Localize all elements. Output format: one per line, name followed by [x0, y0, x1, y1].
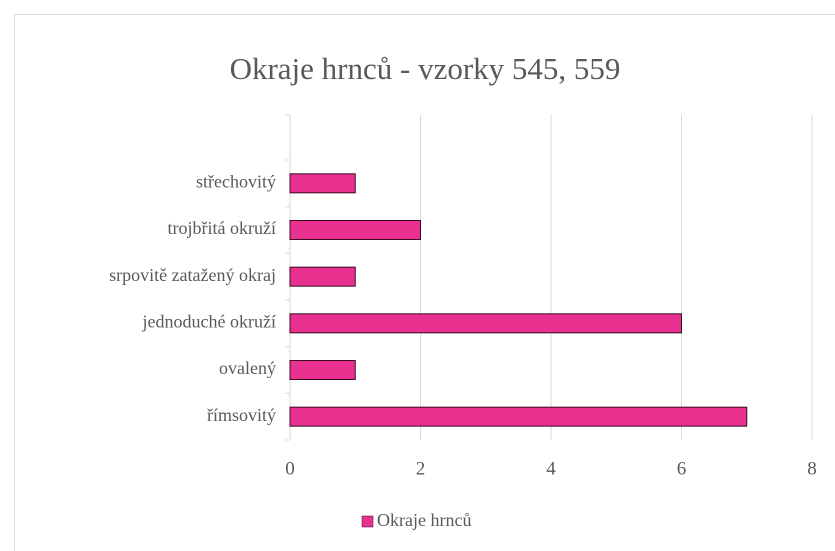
legend-label: Okraje hrnců — [377, 510, 471, 530]
y-tick-label: srpovitě zatažený okraj — [109, 265, 276, 285]
bar — [289, 313, 682, 334]
bar — [289, 266, 356, 287]
chart-title: Okraje hrnců - vzorky 545, 559 — [230, 51, 621, 86]
y-tick-label: střechovitý — [196, 171, 276, 191]
y-tick-label: římsovitý — [207, 405, 276, 425]
bar — [289, 360, 356, 380]
x-tick-label: 2 — [416, 458, 426, 479]
x-tick-label: 8 — [807, 458, 817, 479]
y-tick-label: ovalený — [219, 358, 276, 378]
x-tick-label: 0 — [285, 458, 295, 479]
y-tick-label: jednoduché okruží — [142, 311, 276, 331]
legend-swatch — [361, 515, 374, 528]
chart-border — [14, 14, 835, 551]
x-tick-label: 4 — [546, 458, 556, 479]
bar — [289, 173, 356, 194]
bar — [289, 220, 421, 240]
x-tick-label: 6 — [677, 458, 687, 479]
y-tick-label: trojbřitá okruží — [168, 218, 276, 238]
bar — [289, 406, 748, 427]
